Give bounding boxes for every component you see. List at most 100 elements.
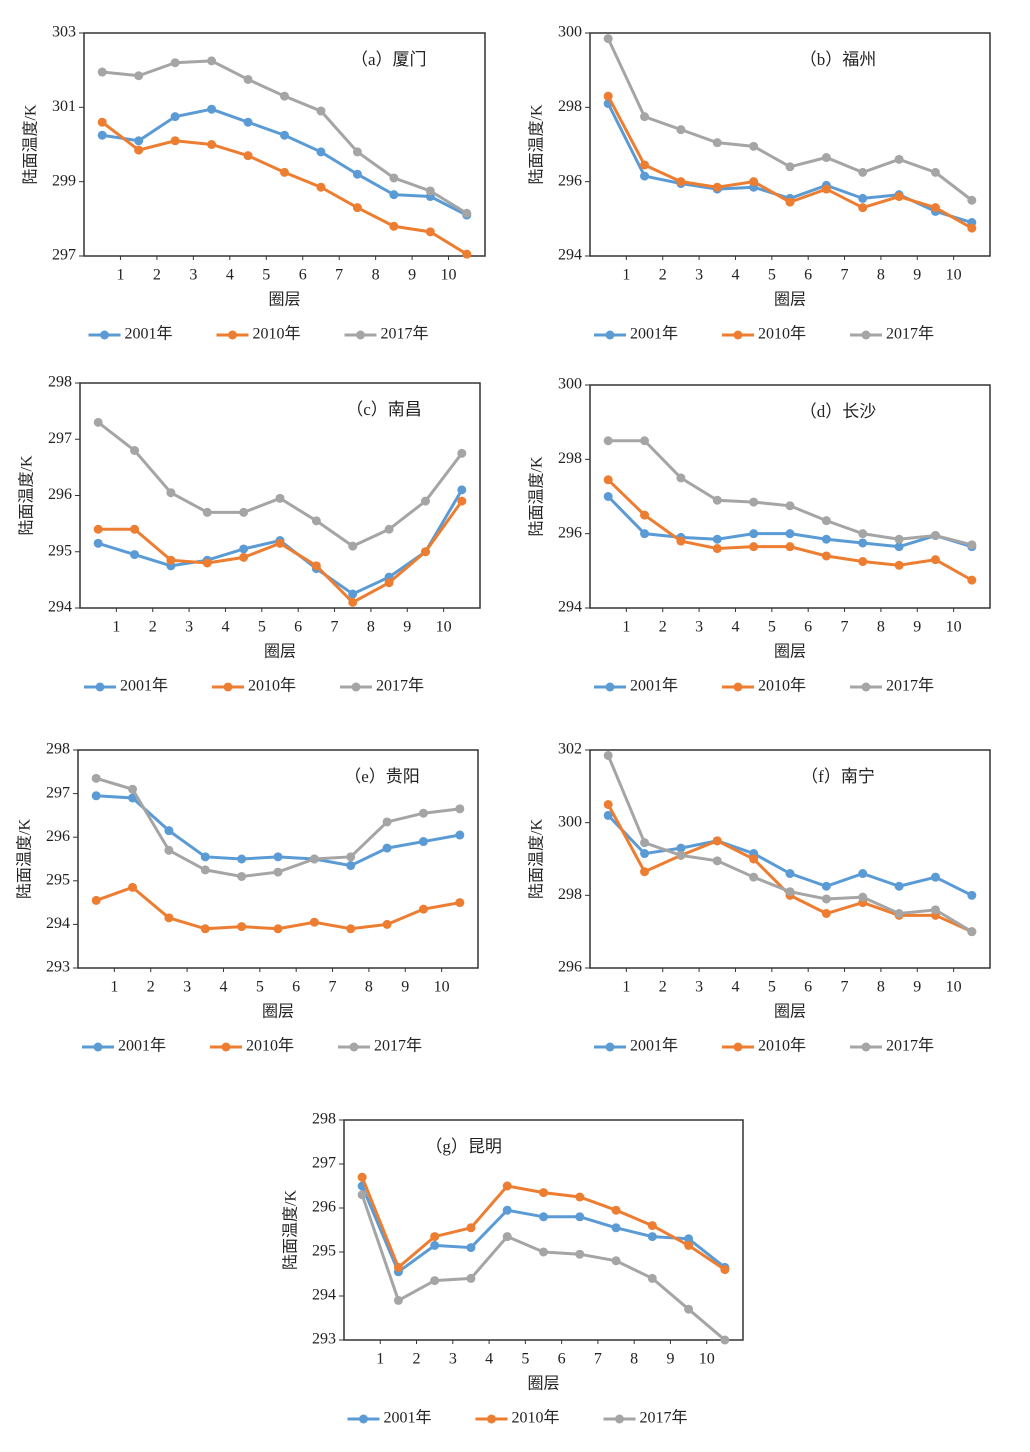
data-point xyxy=(684,1240,694,1250)
data-point xyxy=(455,898,465,908)
data-point xyxy=(502,1205,512,1215)
x-tick-label: 9 xyxy=(913,979,921,996)
y-tick-label: 300 xyxy=(558,24,582,41)
data-point xyxy=(425,186,435,196)
data-point xyxy=(462,249,472,259)
legend-label: 2010年 xyxy=(248,677,296,695)
data-point xyxy=(712,182,722,192)
data-point xyxy=(352,203,362,213)
x-tick-label: 4 xyxy=(485,1351,493,1368)
data-point xyxy=(384,524,394,534)
legend-label: 2010年 xyxy=(758,1037,806,1055)
x-tick-label: 9 xyxy=(403,619,411,636)
legend-marker xyxy=(615,1414,624,1424)
data-point xyxy=(930,872,940,882)
data-point xyxy=(275,493,285,503)
x-tick-label: 9 xyxy=(401,979,409,996)
data-point xyxy=(647,1221,657,1231)
y-tick-label: 298 xyxy=(558,450,582,467)
y-tick-label: 300 xyxy=(558,813,582,830)
data-point xyxy=(457,485,467,495)
x-tick-label: 10 xyxy=(946,979,962,996)
x-tick-label: 6 xyxy=(294,619,302,636)
y-axis-label: 陆面温度/K xyxy=(282,1190,300,1270)
y-axis-label: 陆面温度/K xyxy=(528,819,546,899)
data-point xyxy=(967,927,977,937)
data-point xyxy=(348,589,358,599)
x-tick-label: 7 xyxy=(594,1351,602,1368)
x-tick-label: 1 xyxy=(622,979,630,996)
x-tick-label: 2 xyxy=(659,267,667,284)
x-tick-label: 4 xyxy=(226,267,234,284)
legend-marker xyxy=(228,330,237,340)
data-point xyxy=(352,169,362,179)
data-point xyxy=(720,1335,730,1345)
data-point xyxy=(316,182,326,192)
x-tick-label: 3 xyxy=(449,1351,457,1368)
data-point xyxy=(821,551,831,561)
legend-marker xyxy=(861,330,871,340)
data-point xyxy=(502,1232,512,1242)
data-point xyxy=(207,56,217,66)
data-point xyxy=(418,904,428,914)
data-point xyxy=(967,540,977,550)
y-axis-label: 陆面温度/K xyxy=(528,104,546,184)
data-point xyxy=(243,117,253,127)
data-point xyxy=(202,558,212,568)
data-point xyxy=(382,817,392,827)
data-point xyxy=(821,534,831,544)
legend-marker xyxy=(861,682,871,692)
data-point xyxy=(821,153,831,163)
x-tick-label: 4 xyxy=(221,619,229,636)
legend-label: 2017年 xyxy=(886,1037,934,1055)
data-point xyxy=(676,177,686,187)
data-point xyxy=(420,547,430,557)
data-point xyxy=(676,850,686,860)
y-tick-label: 295 xyxy=(46,871,70,888)
x-tick-label: 4 xyxy=(731,267,739,284)
data-point xyxy=(273,867,283,877)
y-axis-label: 陆面温度/K xyxy=(22,104,40,184)
data-point xyxy=(166,488,176,498)
x-tick-label: 10 xyxy=(441,267,457,284)
data-point xyxy=(858,538,868,548)
data-point xyxy=(280,130,289,140)
y-tick-label: 297 xyxy=(312,1155,336,1172)
data-point xyxy=(676,843,686,853)
plot-frame xyxy=(589,32,991,257)
data-point xyxy=(603,436,613,446)
data-point xyxy=(97,130,107,140)
x-tick-label: 6 xyxy=(558,1351,566,1368)
legend-label: 2001年 xyxy=(120,677,168,695)
x-tick-label: 7 xyxy=(841,979,849,996)
data-point xyxy=(575,1192,585,1202)
legend-marker xyxy=(733,330,743,340)
legend-label: 2017年 xyxy=(886,677,934,695)
x-tick-label: 9 xyxy=(666,1351,674,1368)
chart-title: （f）南宁 xyxy=(801,767,875,786)
data-point xyxy=(611,1223,621,1233)
data-point xyxy=(712,138,722,148)
data-point xyxy=(858,557,868,567)
data-point xyxy=(575,1212,585,1222)
legend-marker xyxy=(223,682,233,692)
data-point xyxy=(275,538,285,548)
x-tick-label: 5 xyxy=(768,619,776,636)
data-point xyxy=(348,541,358,551)
x-tick-label: 2 xyxy=(153,267,161,284)
y-tick-label: 298 xyxy=(46,741,70,758)
data-point xyxy=(389,173,399,183)
data-point xyxy=(640,838,650,848)
data-point xyxy=(273,852,283,862)
plot-frame xyxy=(83,32,486,257)
data-point xyxy=(352,147,362,157)
data-point xyxy=(894,542,904,552)
series-line xyxy=(360,1185,726,1275)
legend-label: 2001年 xyxy=(630,1037,678,1055)
data-point xyxy=(200,852,210,862)
data-point xyxy=(316,147,326,157)
data-point xyxy=(164,826,174,836)
x-tick-label: 6 xyxy=(804,979,812,996)
y-tick-label: 296 xyxy=(558,959,582,976)
data-point xyxy=(967,575,977,585)
